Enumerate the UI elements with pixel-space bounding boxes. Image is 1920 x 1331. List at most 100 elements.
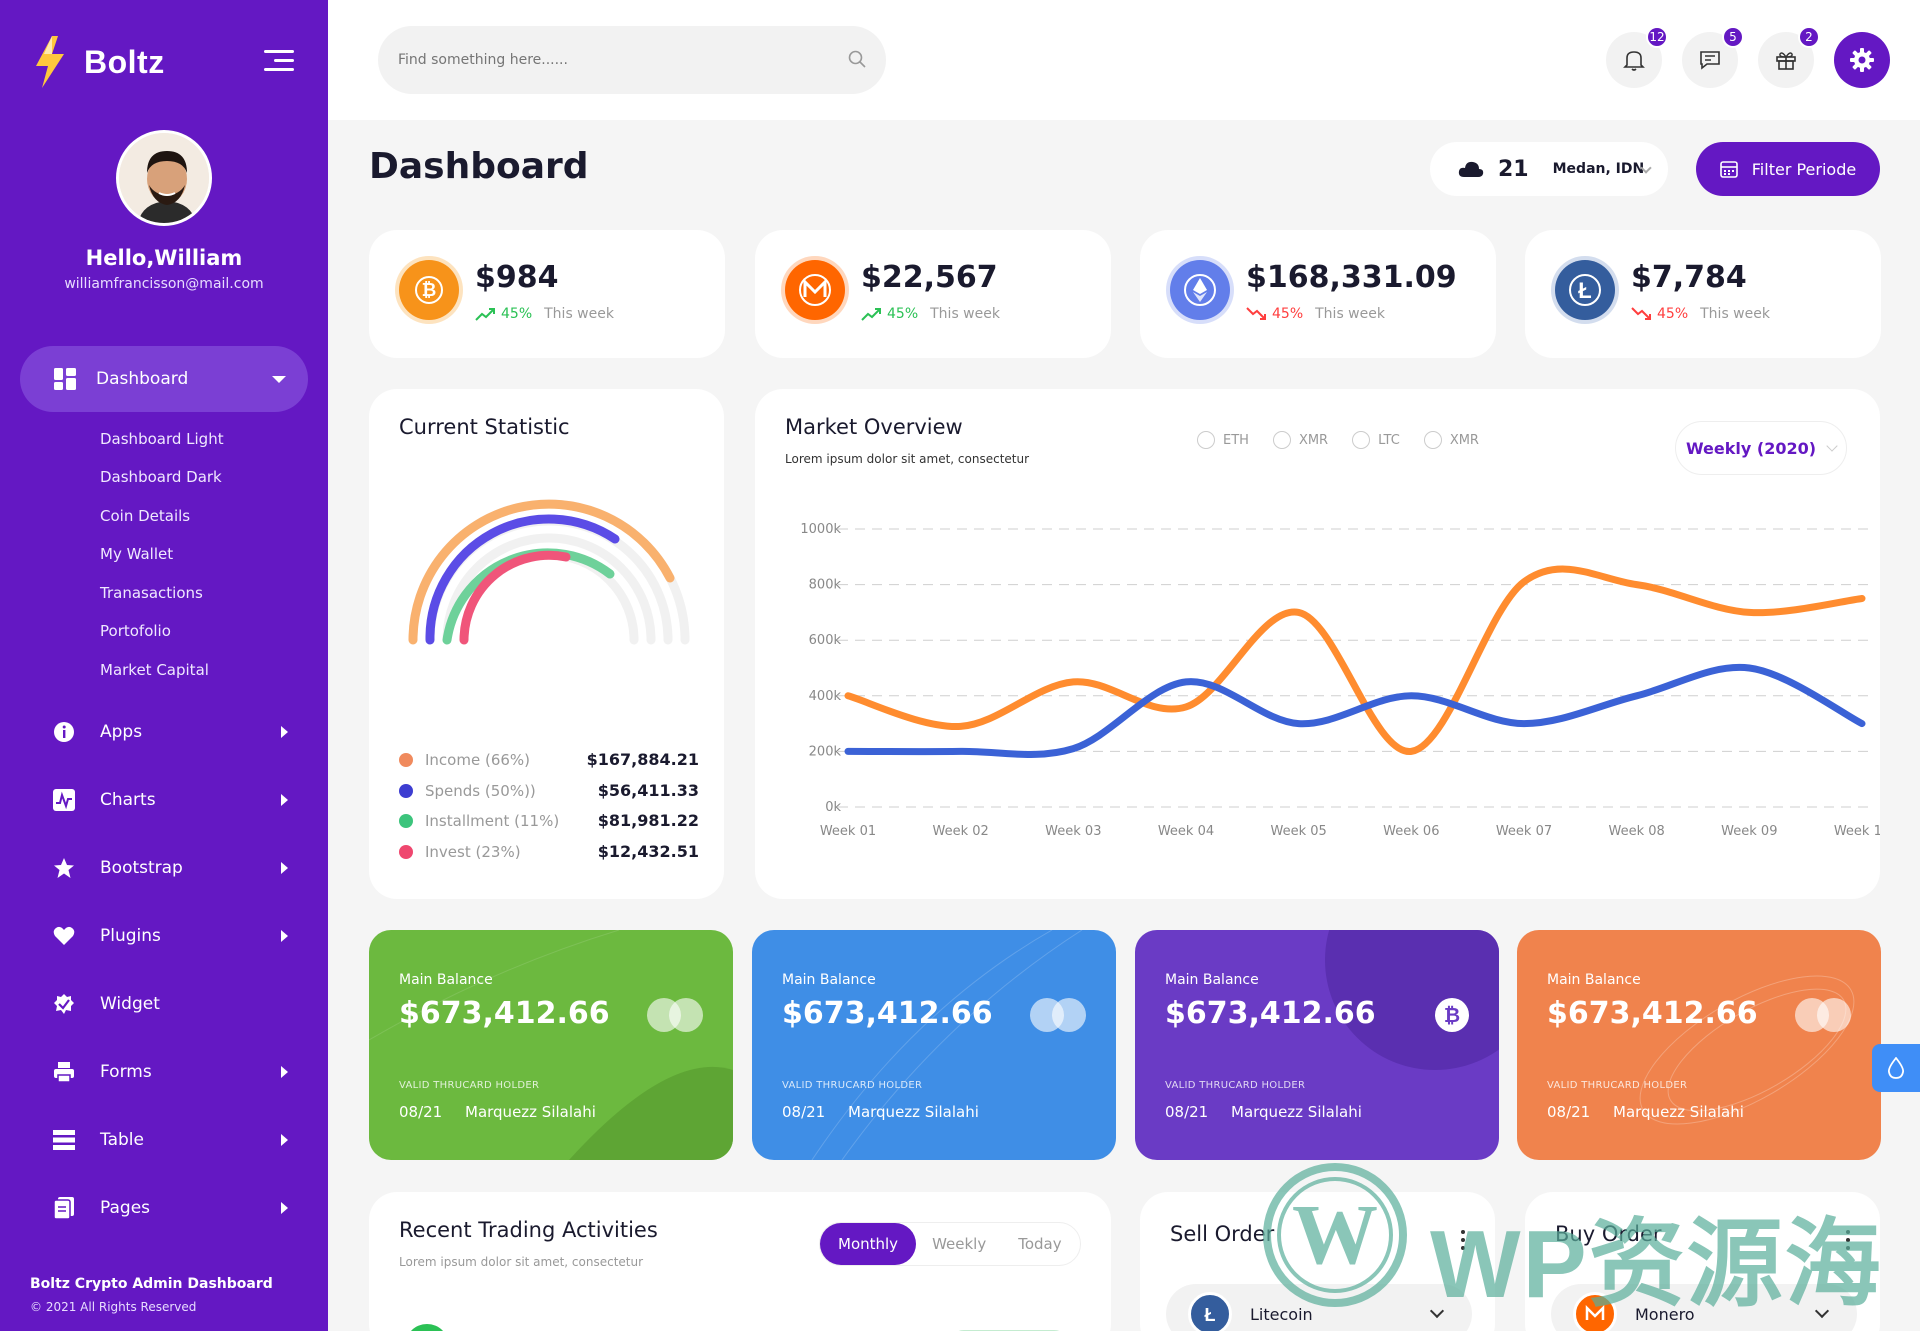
user-greeting: Hello,William [85, 246, 243, 270]
settings-button[interactable] [1834, 32, 1890, 88]
legend-dot [399, 783, 413, 798]
balance-card-blue[interactable]: Main Balance $673,412.66 VALID THRUCARD … [752, 930, 1116, 1160]
dashboard-icon [54, 368, 76, 390]
filter-xmr[interactable]: XMR [1272, 431, 1328, 449]
radio-icon [1272, 431, 1291, 449]
coin-amount: $22,567 [861, 260, 998, 295]
balance-card-purple[interactable]: Main Balance $673,412.66 ₿ VALID THRUCAR… [1135, 930, 1499, 1160]
card-holder-label: VALID THRUCARD HOLDER [399, 1080, 540, 1091]
legend-label: Installment (11%) [425, 811, 560, 830]
radial-progress-chart [408, 499, 690, 645]
y-tick-label: 400k [809, 689, 842, 704]
gifts-button[interactable]: 2 [1758, 26, 1820, 88]
tab-weekly[interactable]: Weekly [932, 1235, 987, 1253]
balance-card-green[interactable]: Main Balance $673,412.66 VALID THRUCARD … [369, 930, 733, 1160]
menu-toggle-icon[interactable] [264, 50, 294, 72]
coin-card-ethereum[interactable]: $168,331.09 45% This week [1140, 230, 1496, 358]
filter-eth[interactable]: ETH [1197, 431, 1249, 449]
weather-select[interactable]: 21 Medan, IDN [1430, 142, 1668, 196]
card-expiry: 08/21 [782, 1103, 826, 1121]
card-expiry: 08/21 [1165, 1103, 1209, 1121]
messages-badge: 5 [1722, 26, 1744, 48]
more-options-icon[interactable] [1461, 1230, 1465, 1254]
sidebar-subitem-portfolio[interactable]: Portofolio [100, 622, 171, 640]
sidebar-subitem-dashboard-light[interactable]: Dashboard Light [100, 430, 224, 448]
sell-coin-select[interactable]: Ł Litecoin [1166, 1284, 1472, 1331]
sidebar-subitem-my-wallet[interactable]: My Wallet [100, 545, 174, 563]
sidebar-item-bootstrap[interactable]: Bootstrap [52, 856, 292, 880]
market-line-chart: 0k 200k 400k 600k 800k 1000k Week 01 Week 02 Wee… [800, 522, 1880, 839]
sidebar-item-label: Charts [100, 790, 156, 810]
caret-right-icon [281, 1134, 288, 1146]
balance-card-orange[interactable]: Main Balance $673,412.66 VALID THRUCARD … [1517, 930, 1881, 1160]
brand-name: Boltz [84, 43, 165, 80]
sidebar-item-forms[interactable]: Forms [52, 1060, 292, 1084]
tab-monthly[interactable]: Monthly [820, 1223, 917, 1265]
theme-drop-button[interactable] [1872, 1044, 1920, 1092]
watermark-text: WP资源海 [1430, 1211, 1883, 1318]
sidebar-subitem-transactions[interactable]: Tranasactions [100, 584, 203, 602]
coin-trend: 45% This week [861, 306, 1000, 322]
mastercard-icon [647, 998, 703, 1032]
notifications-button[interactable]: 12 [1606, 26, 1668, 88]
x-tick-label: Week 08 [1609, 824, 1665, 839]
coin-card-monero[interactable]: $22,567 45% This week [755, 230, 1111, 358]
legend-dot [399, 813, 413, 828]
filter-xmr-2[interactable]: XMR [1423, 431, 1479, 449]
coin-period: This week [1315, 306, 1385, 322]
search-input[interactable] [398, 48, 818, 72]
sidebar-item-dashboard[interactable]: Dashboard [20, 346, 308, 412]
sidebar-item-plugins[interactable]: Plugins [52, 924, 292, 948]
coin-card-litecoin[interactable]: Ł $7,784 45% This week [1525, 230, 1881, 358]
y-tick-label: 800k [809, 578, 842, 593]
sidebar: Boltz Hello,William williamfrancisson@ma… [0, 0, 328, 1331]
balance-label: Main Balance [399, 972, 493, 988]
sidebar-item-widget[interactable]: Widget [52, 992, 292, 1016]
y-tick-label: 200k [809, 744, 842, 759]
sidebar-item-table[interactable]: Table [52, 1128, 292, 1152]
coin-card-bitcoin[interactable]: ₿ $984 45% This week [369, 230, 725, 358]
sidebar-item-charts[interactable]: Charts [52, 788, 292, 812]
avatar[interactable] [116, 130, 212, 226]
filter-ltc[interactable]: LTC [1352, 431, 1400, 449]
buy-coin-name: Monero [1635, 1304, 1695, 1324]
radio-icon [1423, 431, 1442, 449]
top-header: 12 5 2 [328, 0, 1920, 120]
sidebar-item-apps[interactable]: Apps [52, 720, 292, 744]
sidebar-subitem-market-capital[interactable]: Market Capital [100, 661, 209, 679]
brand[interactable]: Boltz [30, 34, 165, 90]
stat-arc-spends [425, 514, 620, 645]
sidebar-subitem-dashboard-dark[interactable]: Dashboard Dark [100, 468, 222, 486]
sidebar-item-label: Bootstrap [100, 858, 183, 878]
legend-label: Spends (50%)) [425, 781, 536, 800]
bitcoin-icon: ₿ [399, 260, 459, 320]
filter-periode-button[interactable]: Filter Periode [1696, 142, 1880, 196]
sidebar-subitem-coin-details[interactable]: Coin Details [100, 507, 191, 525]
legend-value: $12,432.51 [597, 842, 699, 861]
caret-right-icon [281, 794, 288, 806]
sidebar-item-pages[interactable]: Pages [52, 1196, 292, 1220]
bitcoin-icon: ₿ [1435, 998, 1469, 1032]
period-select[interactable]: Weekly (2020) [1675, 421, 1847, 475]
more-options-icon[interactable] [1846, 1230, 1850, 1254]
coin-trend: 45% This week [1246, 306, 1385, 322]
sidebar-item-label: Plugins [100, 926, 161, 946]
card-holder-label: VALID THRUCARD HOLDER [1165, 1080, 1306, 1091]
info-icon [52, 720, 76, 744]
sidebar-item-label: Dashboard [96, 369, 189, 389]
wordpress-logo-icon: W [1263, 1163, 1407, 1307]
notifications-badge: 12 [1646, 26, 1668, 48]
watermark: W WP资源海 [1260, 1160, 1920, 1318]
weather-city: Medan, IDN [1552, 161, 1645, 177]
buy-coin-select[interactable]: Monero [1551, 1284, 1857, 1331]
coin-period: This week [1700, 306, 1770, 322]
legend-label: Invest (23%) [425, 842, 521, 861]
svg-text:Ł: Ł [1205, 1305, 1216, 1325]
messages-button[interactable]: 5 [1682, 26, 1744, 88]
radio-icon [1352, 431, 1371, 449]
coin-percent: 45% [501, 306, 533, 322]
tab-today[interactable]: Today [1018, 1235, 1062, 1253]
legend-installment: Installment (11%) $81,981.22 [399, 811, 699, 830]
search-icon[interactable] [848, 50, 866, 68]
card-expiry: 08/21 [399, 1103, 443, 1121]
